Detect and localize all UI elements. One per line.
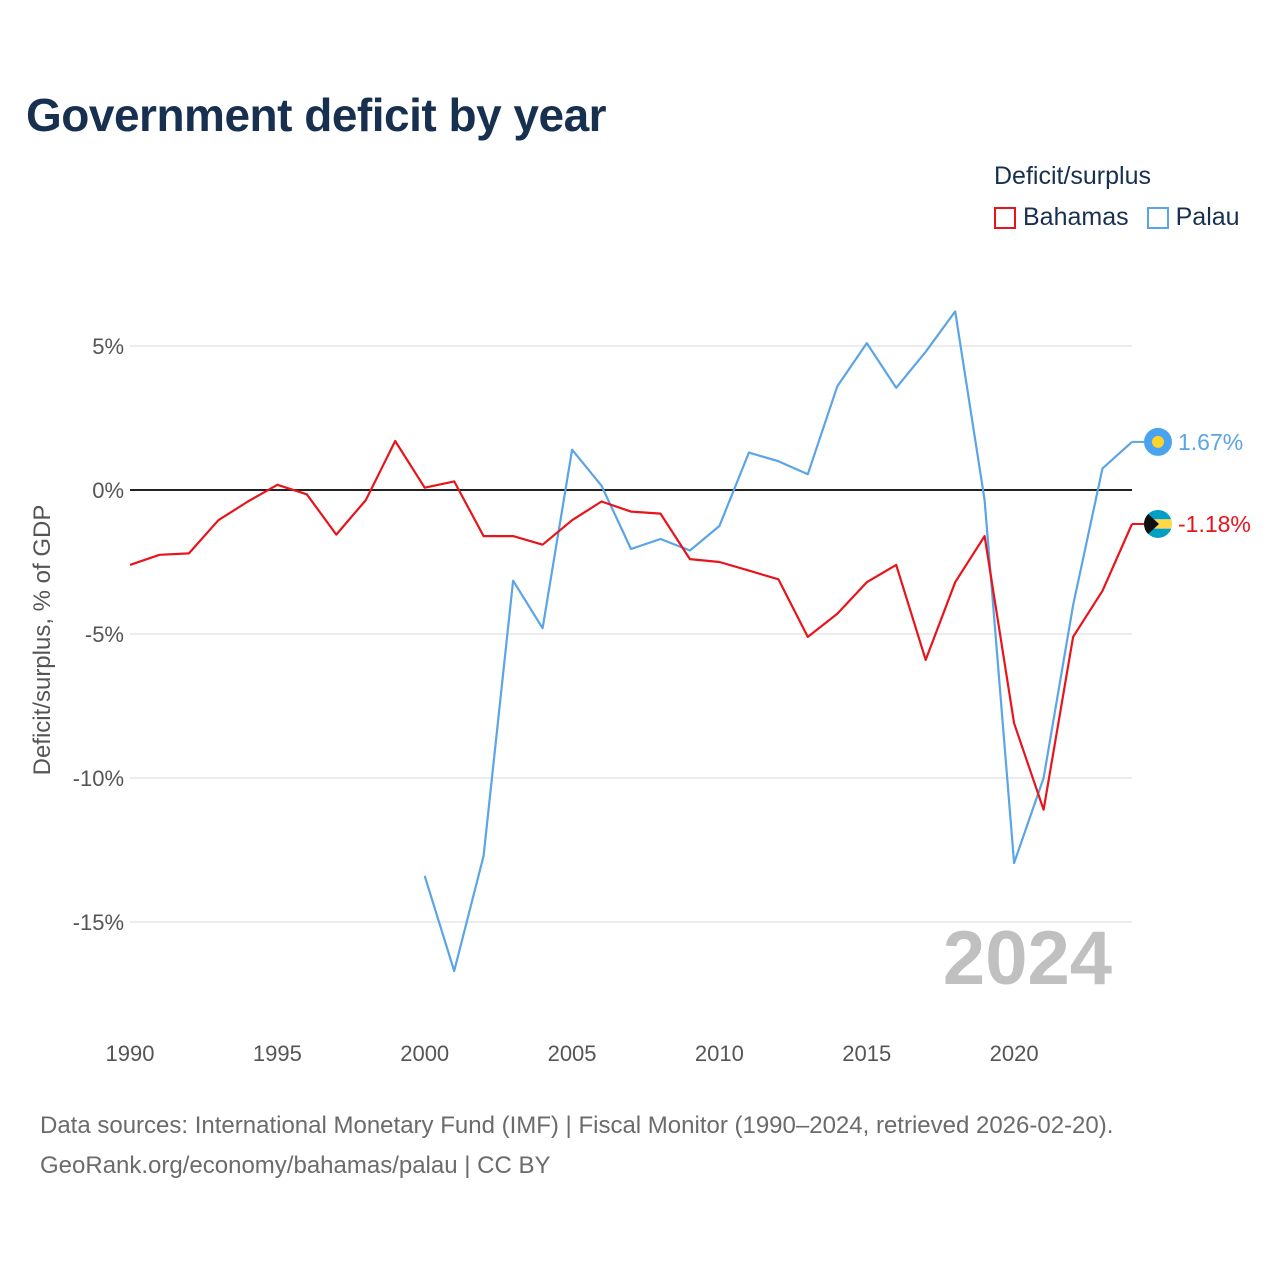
legend-label-palau: Palau [1175,203,1240,231]
bahamas-flag-stripe-bottom [1144,528,1172,538]
bahamas-flag-icon [1144,509,1172,538]
y-tick-label: -10% [73,766,124,791]
x-axis-ticks: 1990 1995 2000 2005 2010 2015 2020 [106,1041,1039,1066]
chart-title: Government deficit by year [26,89,607,141]
legend-title: Deficit/surplus [994,162,1151,190]
x-tick-label: 2020 [990,1041,1039,1066]
palau-end-value: 1.67% [1178,429,1243,455]
legend-item-bahamas[interactable]: Bahamas [994,203,1129,232]
bahamas-flag-triangle [1144,509,1159,538]
x-tick-label: 1995 [253,1041,302,1066]
legend: Deficit/surplus Bahamas Palau [994,162,1240,232]
legend-swatch-palau [1146,206,1169,229]
y-tick-label: -15% [73,910,124,935]
series-line-palau [423,310,1133,973]
series-line-bahamas [129,439,1134,811]
palau-flag-icon [1144,427,1172,456]
x-tick-label: 2015 [842,1041,891,1066]
end-markers [1144,427,1172,538]
footer: Data sources: International Monetary Fun… [40,1106,1113,1186]
y-tick-label: -5% [85,622,124,647]
x-tick-label: 2000 [400,1041,449,1066]
grid-layer [130,345,1132,923]
x-tick-label: 2010 [695,1041,744,1066]
palau-flag-disc [1152,435,1164,448]
y-axis-ticks: 5% 0% -5% -10% -15% [73,334,124,935]
data-sources: Data sources: International Monetary Fun… [40,1112,1114,1139]
bahamas-end-value: -1.18% [1178,511,1251,537]
x-tick-label: 2005 [548,1041,597,1066]
credit-link[interactable]: GeoRank.org/economy/bahamas/palau | CC B… [40,1152,551,1179]
legend-swatch-bahamas [994,206,1016,229]
bahamas-flag-stripe-top [1144,509,1172,520]
year-watermark: 2024 [943,916,1112,1001]
y-tick-label: 5% [92,334,124,359]
y-tick-label: 0% [92,478,124,503]
legend-item-palau[interactable]: Palau [1146,203,1240,232]
x-tick-label: 1990 [106,1041,155,1066]
y-axis-label: Deficit/surplus, % of GDP [29,505,56,776]
legend-label-bahamas: Bahamas [1023,203,1129,231]
series-layer [129,310,1144,973]
